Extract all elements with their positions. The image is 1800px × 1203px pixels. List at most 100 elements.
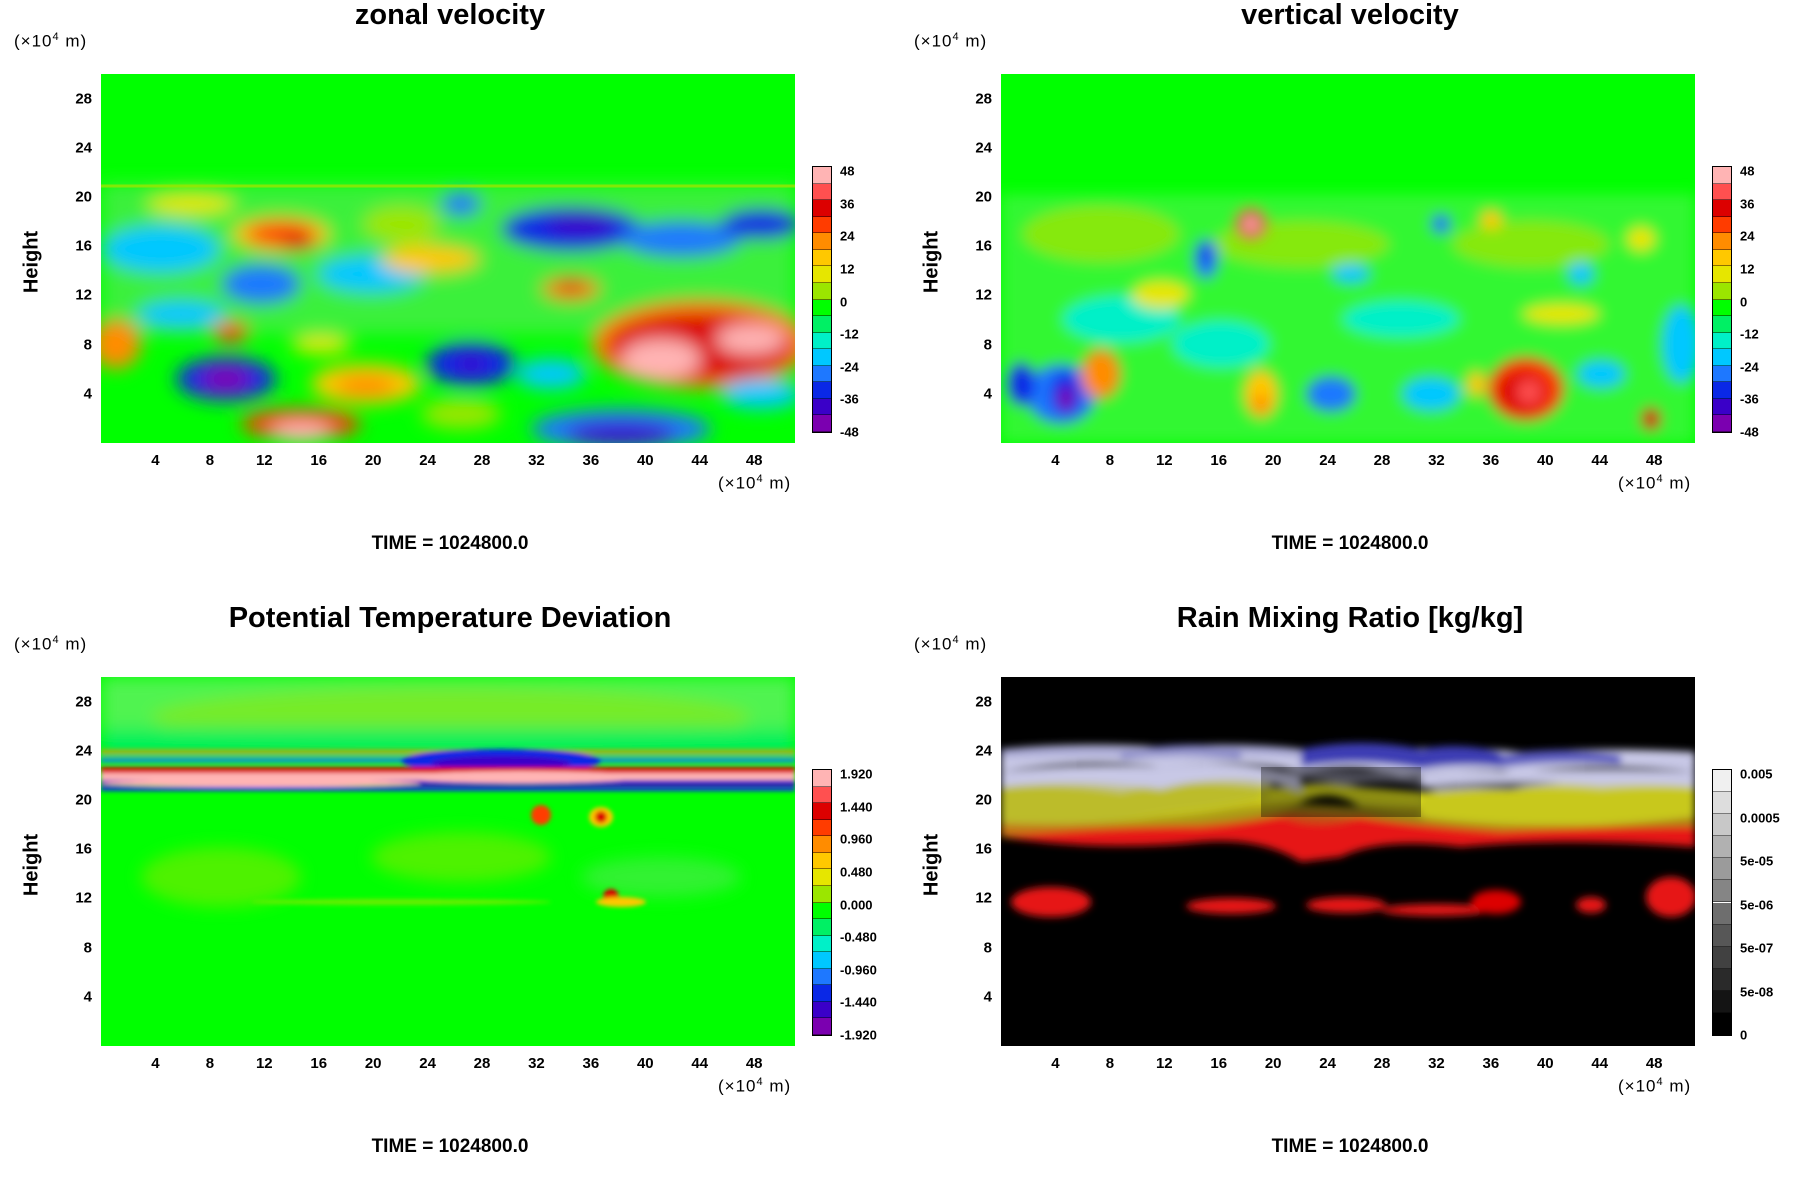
- colorbar-segment: [1713, 216, 1731, 234]
- x-axis-unit: (×104 m): [718, 1076, 792, 1096]
- x-tick-label: 24: [419, 452, 436, 469]
- colorbar-segment: [1713, 183, 1731, 201]
- colorbar-tick-label: 5e-08: [1740, 984, 1774, 999]
- panel-vertical-velocity: vertical velocity (×104 m) Height: [900, 0, 1800, 600]
- colorbar-segment: [813, 365, 831, 383]
- colorbar-tick-label: 1.440: [840, 799, 873, 815]
- colorbar-tick-label: -48: [840, 424, 859, 440]
- x-tick-label: 12: [255, 452, 273, 469]
- colorbar-segment: [813, 282, 831, 300]
- x-tick-label: 16: [310, 452, 328, 469]
- x-tick-label: 32: [1428, 1055, 1445, 1072]
- x-tick-label: 36: [1482, 1055, 1500, 1072]
- colorbar-segment: [813, 316, 831, 333]
- colorbar-segment: [1713, 968, 1731, 991]
- colorbar-segment: [1713, 946, 1731, 969]
- colorbar-segment: [1713, 233, 1731, 250]
- colorbar-tick-label: -12: [1740, 326, 1759, 342]
- x-tick-label: 28: [1373, 452, 1391, 469]
- colorbar: [812, 769, 832, 1036]
- colorbar-tick-label: 24: [1740, 228, 1755, 244]
- x-tick-label: 44: [691, 452, 709, 469]
- colorbar-segment: [813, 382, 831, 399]
- time-label: TIME = 1024800.0: [1271, 533, 1429, 554]
- x-tick-label: 16: [1210, 1055, 1228, 1072]
- y-tick-label: 16: [75, 840, 92, 858]
- y-tick-label: 4: [83, 988, 92, 1006]
- x-tick-label: 20: [1264, 1055, 1282, 1072]
- x-tick-label: 32: [1428, 452, 1445, 469]
- colorbar-segment: [1713, 365, 1731, 383]
- colorbar-segment: [1713, 200, 1731, 217]
- colorbar: [812, 166, 832, 433]
- y-axis-unit: (×104 m): [14, 31, 88, 51]
- y-tick-label: 20: [75, 791, 92, 809]
- colorbar-segment: [813, 332, 831, 350]
- x-tick-label: 44: [691, 1055, 709, 1072]
- colorbar-segment: [1713, 836, 1731, 859]
- colorbar-segment: [1713, 990, 1731, 1013]
- x-tick-label: 20: [364, 1055, 382, 1072]
- colorbar-segment: [1713, 332, 1731, 350]
- colorbar-segment: [813, 836, 831, 853]
- x-tick-label: 4: [1051, 1055, 1060, 1072]
- colorbar-tick-label: 0: [840, 294, 848, 309]
- y-tick-label: 28: [75, 693, 92, 711]
- x-tick-label: 44: [1591, 1055, 1609, 1072]
- colorbar-tick-label: 36: [840, 196, 855, 212]
- x-tick-label: 16: [310, 1055, 328, 1072]
- colorbar-segment: [1713, 266, 1731, 283]
- colorbar-segment: [1713, 349, 1731, 366]
- chart-title: vertical velocity: [1241, 0, 1459, 31]
- y-tick-label: 28: [975, 90, 992, 108]
- y-tick-label: 16: [975, 840, 992, 858]
- colorbar-segment: [1713, 299, 1731, 317]
- colorbar-segment: [813, 902, 831, 920]
- colorbar-segment: [1713, 1012, 1731, 1035]
- x-tick-label: 8: [1105, 452, 1115, 469]
- colorbar-tick-label: 0.0005: [1740, 810, 1780, 825]
- x-tick-label: 48: [1645, 1055, 1663, 1072]
- colorbar-segment: [1713, 282, 1731, 300]
- y-tick-label: 24: [975, 742, 992, 760]
- x-tick-label: 28: [1373, 1055, 1391, 1072]
- colorbar-segment: [813, 349, 831, 366]
- x-tick-label: 24: [1319, 1055, 1336, 1072]
- x-tick-label: 8: [1105, 1055, 1115, 1072]
- x-tick-label: 20: [364, 452, 382, 469]
- time-label: TIME = 1024800.0: [1271, 1136, 1429, 1157]
- x-tick-label: 4: [1051, 452, 1060, 469]
- colorbar-segment: [1713, 249, 1731, 267]
- x-tick-label: 8: [205, 452, 215, 469]
- colorbar: [1712, 166, 1732, 433]
- colorbar-tick-label: 48: [1740, 163, 1755, 179]
- y-tick-label: 24: [975, 139, 992, 157]
- y-tick-label: 12: [75, 889, 92, 907]
- colorbar-tick-label: -1.440: [840, 994, 877, 1010]
- colorbar-tick-label: -1.920: [840, 1027, 877, 1043]
- y-tick-label: 24: [75, 139, 92, 157]
- x-tick-label: 36: [582, 1055, 600, 1072]
- x-tick-label: 12: [255, 1055, 273, 1072]
- colorbar-segment: [813, 770, 831, 787]
- y-tick-label: 4: [983, 988, 992, 1006]
- colorbar-tick-label: 0.000: [840, 897, 873, 912]
- x-tick-label: 4: [151, 452, 160, 469]
- x-tick-label: 48: [745, 452, 763, 469]
- chart-title: Potential Temperature Deviation: [228, 602, 672, 634]
- colorbar: [1712, 769, 1732, 1036]
- colorbar-tick-label: -0.480: [840, 929, 877, 945]
- colorbar-tick-label: -0.960: [840, 962, 877, 978]
- colorbar-segment: [813, 935, 831, 953]
- colorbar-tick-label: -48: [1740, 424, 1759, 440]
- colorbar-segment: [813, 398, 831, 416]
- y-axis-unit: (×104 m): [914, 31, 988, 51]
- x-tick-label: 36: [1482, 452, 1500, 469]
- colorbar-segment: [813, 233, 831, 250]
- colorbar-segment: [1713, 880, 1731, 903]
- chart-title: Rain Mixing Ratio [kg/kg]: [1176, 602, 1524, 634]
- colorbar-segment: [813, 985, 831, 1002]
- colorbar-segment: [1713, 770, 1731, 793]
- y-tick-label: 12: [975, 286, 992, 304]
- x-tick-label: 48: [745, 1055, 763, 1072]
